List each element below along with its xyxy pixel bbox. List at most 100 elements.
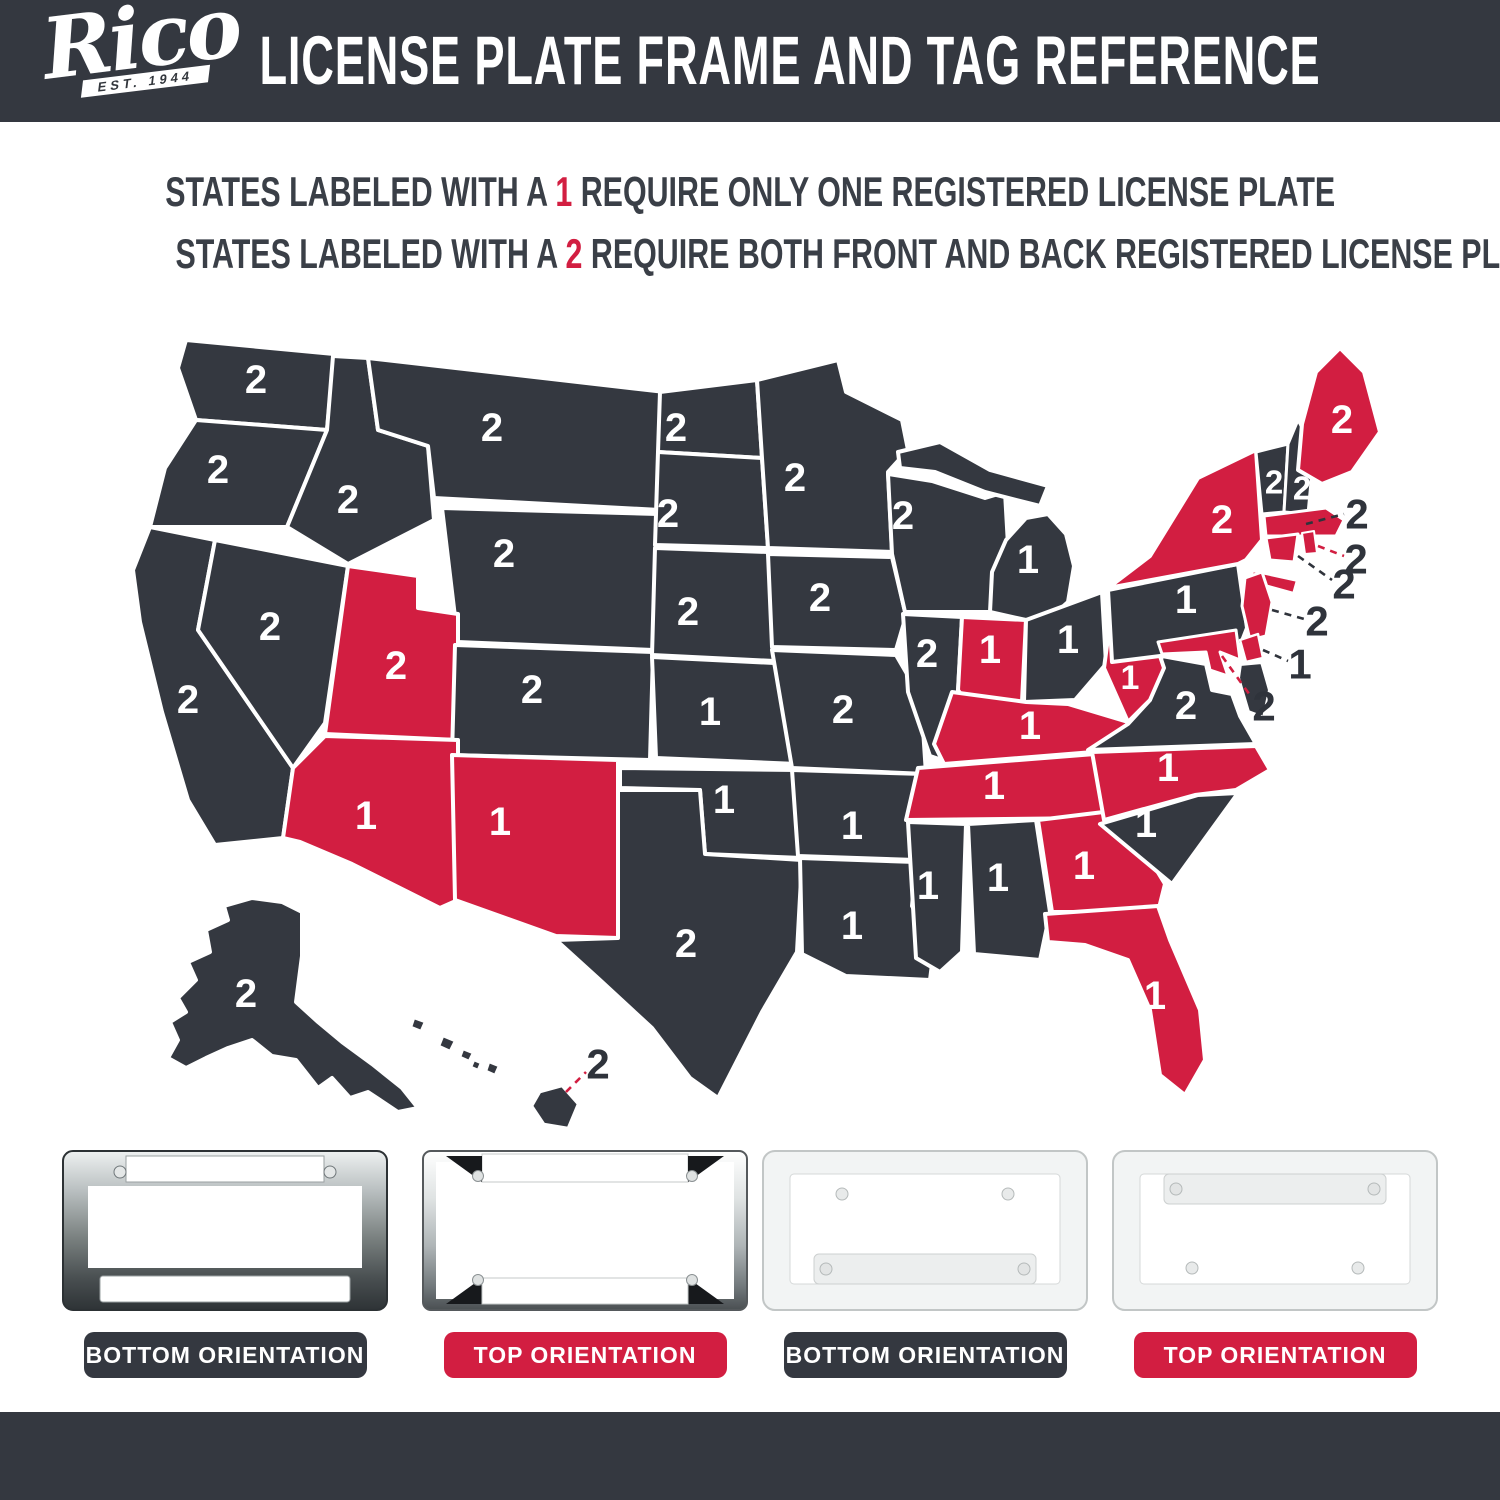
state-plate-count: 1 [1017, 538, 1039, 582]
state-plate-count: 1 [1288, 641, 1311, 688]
state-plate-count: 1 [355, 794, 377, 838]
leader-line [1305, 512, 1345, 526]
orientation-label: BOTTOM ORIENTATION [83, 1332, 367, 1378]
leader-line [1220, 655, 1254, 699]
leader-line [1317, 544, 1345, 558]
state-ms: 1 [906, 820, 968, 974]
state-tn: 1 [904, 750, 1154, 822]
state-plate-count: 1 [979, 628, 1001, 672]
state-plate-count: 2 [521, 668, 543, 712]
state-plate-count: 2 [586, 1041, 609, 1088]
state-plate-count: 2 [245, 358, 267, 402]
state-plate-count: 2 [259, 605, 281, 649]
frame-card-plastic-bottom: BOTTOM ORIENTATION [760, 1148, 1090, 1378]
state-mn: 2 [755, 358, 910, 554]
state-plate-count: 2 [832, 688, 854, 732]
legend-line-two-plates: STATES LABELED WITH A 2 REQUIRE BOTH FRO… [175, 231, 1500, 279]
state-plate-count: 2 [207, 448, 229, 492]
state-plate-count: 2 [1305, 598, 1328, 645]
state-ia: 2 [766, 552, 908, 652]
state-plate-count: 1 [489, 800, 511, 844]
state-ky: 1 [932, 690, 1130, 766]
state-nc: 1 [1090, 744, 1272, 822]
state-plate-count: 2 [809, 576, 831, 620]
chrome-frame-top-image [422, 1150, 748, 1311]
state-az: 1 [281, 734, 460, 910]
state-plate-count: 2 [1344, 536, 1367, 583]
plastic-frame-bottom-image [762, 1150, 1088, 1311]
state-plate-count: 1 [917, 864, 939, 908]
state-plate-count: 2 [177, 678, 199, 722]
state-or: 2 [148, 418, 329, 529]
state-plate-count: 2 [677, 590, 699, 634]
legend-accent-number: 2 [565, 231, 583, 279]
state-ar: 1 [790, 768, 926, 862]
state-me: 2 [1296, 346, 1382, 486]
state-fl: 1 [1043, 904, 1207, 1097]
page-title: LICENSE PLATE FRAME AND TAG REFERENCE [259, 22, 1321, 100]
state-plate-count: 2 [1175, 684, 1197, 728]
state-de: 1 [1238, 632, 1312, 688]
state-plate-count: 1 [987, 856, 1009, 900]
state-plate-count: 2 [493, 532, 515, 576]
state-nj: 2 [1240, 570, 1329, 645]
state-nd: 2 [656, 378, 764, 460]
state-plate-count: 2 [1331, 398, 1353, 442]
state-plate-count: 2 [1293, 470, 1311, 507]
state-plate-count: 1 [983, 764, 1005, 808]
state-hi: 2 [409, 1016, 610, 1130]
state-plate-count: 2 [337, 478, 359, 522]
leader-line [565, 1071, 587, 1093]
state-plate-count: 2 [1265, 464, 1283, 501]
state-oh: 1 [1022, 590, 1108, 704]
footer-bar: Rico EST. 1944 * BE SURE TO CONFIRM WITH… [0, 1412, 1500, 1500]
state-plate-count: 2 [1345, 491, 1368, 538]
state-plate-count: 1 [1019, 704, 1041, 748]
frame-card-plastic-top: TOP ORIENTATION [1110, 1148, 1440, 1378]
state-plate-count: 1 [1157, 746, 1179, 790]
state-tx: 2 [554, 788, 804, 1100]
state-plate-count: 2 [1211, 498, 1233, 542]
legend-accent-number: 1 [555, 169, 573, 217]
header-bar: Rico EST. 1944 LICENSE PLATE FRAME AND T… [0, 0, 1500, 122]
state-plate-count: 2 [675, 922, 697, 966]
state-ks: 1 [650, 655, 799, 766]
plastic-frame-top-image [1112, 1150, 1438, 1311]
frame-card-chrome-top: TOP ORIENTATION [420, 1148, 750, 1378]
state-ri: 2 [1301, 530, 1368, 583]
orientation-label: BOTTOM ORIENTATION [783, 1332, 1067, 1378]
state-plate-count: 2 [665, 406, 687, 450]
orientation-label: TOP ORIENTATION [443, 1332, 727, 1378]
state-wy: 2 [440, 506, 660, 652]
legend-line-one-plate: STATES LABELED WITH A 1 REQUIRE ONLY ONE… [165, 169, 1335, 217]
state-plate-count: 2 [385, 644, 407, 688]
state-plate-count: 1 [713, 778, 735, 822]
state-al: 1 [966, 818, 1052, 962]
state-ct: 2 [1264, 532, 1356, 608]
state-ut: 2 [323, 564, 460, 742]
state-nv: 2 [196, 538, 350, 770]
state-co: 2 [450, 643, 655, 762]
state-plate-count: 1 [1121, 659, 1140, 697]
leader-line [1262, 648, 1289, 663]
state-plate-count: 2 [892, 494, 914, 538]
state-plate-count: 1 [1057, 618, 1079, 662]
state-sd: 2 [653, 450, 770, 550]
state-plate-count: 1 [841, 804, 863, 848]
state-plate-count: 1 [1073, 844, 1095, 888]
state-mo: 2 [770, 648, 928, 776]
state-plate-count: 2 [657, 492, 679, 536]
frame-card-chrome-bottom: BOTTOM ORIENTATION [60, 1148, 390, 1378]
state-plate-count: 1 [841, 904, 863, 948]
leader-line [1297, 554, 1333, 582]
state-plate-count: 1 [1135, 802, 1157, 846]
state-plate-count: 2 [481, 406, 503, 450]
state-plate-count: 1 [1144, 974, 1166, 1018]
state-plate-count: 1 [699, 690, 721, 734]
orientation-label: TOP ORIENTATION [1133, 1332, 1417, 1378]
state-nm: 1 [450, 753, 620, 940]
state-wi: 2 [886, 472, 1010, 614]
chrome-frame-bottom-image [62, 1150, 388, 1311]
